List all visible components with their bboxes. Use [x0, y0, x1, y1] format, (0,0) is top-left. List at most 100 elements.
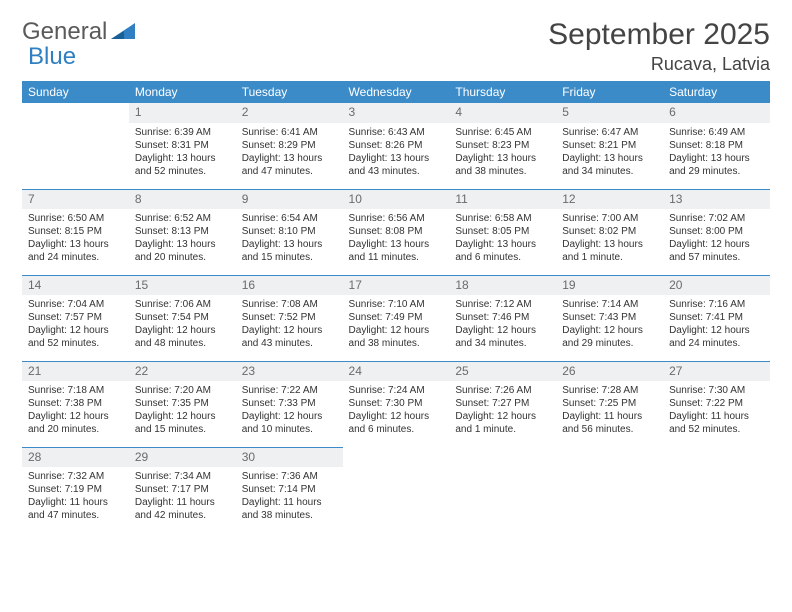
day-number: 19 [556, 276, 663, 296]
weekday-header: Saturday [663, 81, 770, 103]
logo-word1: General [22, 18, 107, 46]
day-info: Sunrise: 7:20 AMSunset: 7:35 PMDaylight:… [135, 384, 230, 436]
day-info: Sunrise: 6:47 AMSunset: 8:21 PMDaylight:… [562, 126, 657, 178]
daylight-text: Daylight: 13 hours and 20 minutes. [135, 238, 230, 264]
calendar-day-cell: 29Sunrise: 7:34 AMSunset: 7:17 PMDayligh… [129, 447, 236, 533]
weekday-header: Monday [129, 81, 236, 103]
day-number: 6 [663, 103, 770, 123]
day-number: 9 [236, 190, 343, 210]
logo: General [22, 18, 137, 46]
day-info: Sunrise: 6:56 AMSunset: 8:08 PMDaylight:… [349, 212, 444, 264]
weekday-header: Sunday [22, 81, 129, 103]
day-info: Sunrise: 6:50 AMSunset: 8:15 PMDaylight:… [28, 212, 123, 264]
daylight-text: Daylight: 12 hours and 38 minutes. [349, 324, 444, 350]
weekday-header: Wednesday [343, 81, 450, 103]
sunset-text: Sunset: 7:14 PM [242, 483, 337, 496]
calendar-day-cell [556, 447, 663, 533]
day-number: 2 [236, 103, 343, 123]
sunset-text: Sunset: 7:25 PM [562, 397, 657, 410]
calendar-day-cell: 4Sunrise: 6:45 AMSunset: 8:23 PMDaylight… [449, 103, 556, 189]
day-info: Sunrise: 7:14 AMSunset: 7:43 PMDaylight:… [562, 298, 657, 350]
day-info: Sunrise: 7:30 AMSunset: 7:22 PMDaylight:… [669, 384, 764, 436]
day-info: Sunrise: 7:24 AMSunset: 7:30 PMDaylight:… [349, 384, 444, 436]
day-info: Sunrise: 7:32 AMSunset: 7:19 PMDaylight:… [28, 470, 123, 522]
daylight-text: Daylight: 12 hours and 6 minutes. [349, 410, 444, 436]
sunset-text: Sunset: 7:46 PM [455, 311, 550, 324]
day-number: 1 [129, 103, 236, 123]
sunset-text: Sunset: 7:33 PM [242, 397, 337, 410]
sunset-text: Sunset: 7:22 PM [669, 397, 764, 410]
calendar-day-cell: 15Sunrise: 7:06 AMSunset: 7:54 PMDayligh… [129, 275, 236, 361]
sunrise-text: Sunrise: 6:52 AM [135, 212, 230, 225]
calendar-day-cell: 1 Sunrise: 6:39 AMSunset: 8:31 PMDaylight… [129, 103, 236, 189]
day-number: 28 [22, 448, 129, 468]
sunset-text: Sunset: 8:05 PM [455, 225, 550, 238]
daylight-text: Daylight: 11 hours and 47 minutes. [28, 496, 123, 522]
calendar-day-cell: 12Sunrise: 7:00 AMSunset: 8:02 PMDayligh… [556, 189, 663, 275]
day-number: 25 [449, 362, 556, 382]
day-number: 12 [556, 190, 663, 210]
day-number: 27 [663, 362, 770, 382]
day-info: Sunrise: 6:49 AMSunset: 8:18 PMDaylight:… [669, 126, 764, 178]
sunrise-text: Sunrise: 6:54 AM [242, 212, 337, 225]
calendar-day-cell: 2 Sunrise: 6:41 AMSunset: 8:29 PMDaylight… [236, 103, 343, 189]
calendar-day-cell: 23Sunrise: 7:22 AMSunset: 7:33 PMDayligh… [236, 361, 343, 447]
sunset-text: Sunset: 7:43 PM [562, 311, 657, 324]
sunrise-text: Sunrise: 6:56 AM [349, 212, 444, 225]
sunset-text: Sunset: 7:54 PM [135, 311, 230, 324]
daylight-text: Daylight: 13 hours and 11 minutes. [349, 238, 444, 264]
calendar-day-cell: 14Sunrise: 7:04 AMSunset: 7:57 PMDayligh… [22, 275, 129, 361]
sunset-text: Sunset: 7:35 PM [135, 397, 230, 410]
day-number: 10 [343, 190, 450, 210]
sunrise-text: Sunrise: 7:30 AM [669, 384, 764, 397]
calendar-day-cell: 10Sunrise: 6:56 AMSunset: 8:08 PMDayligh… [343, 189, 450, 275]
sunset-text: Sunset: 8:18 PM [669, 139, 764, 152]
sunset-text: Sunset: 8:31 PM [135, 139, 230, 152]
day-info: Sunrise: 6:41 AMSunset: 8:29 PMDaylight:… [242, 126, 337, 178]
day-number: 16 [236, 276, 343, 296]
calendar-day-cell: 3 Sunrise: 6:43 AMSunset: 8:26 PMDaylight… [343, 103, 450, 189]
calendar-week-row: 28Sunrise: 7:32 AMSunset: 7:19 PMDayligh… [22, 447, 770, 533]
sunset-text: Sunset: 8:13 PM [135, 225, 230, 238]
logo-wedge-icon [111, 21, 137, 43]
daylight-text: Daylight: 12 hours and 20 minutes. [28, 410, 123, 436]
day-number: 23 [236, 362, 343, 382]
calendar-day-cell: 7Sunrise: 6:50 AMSunset: 8:15 PMDaylight… [22, 189, 129, 275]
sunrise-text: Sunrise: 6:41 AM [242, 126, 337, 139]
day-number: 22 [129, 362, 236, 382]
day-info: Sunrise: 6:58 AMSunset: 8:05 PMDaylight:… [455, 212, 550, 264]
calendar-day-cell: 24Sunrise: 7:24 AMSunset: 7:30 PMDayligh… [343, 361, 450, 447]
day-info: Sunrise: 7:28 AMSunset: 7:25 PMDaylight:… [562, 384, 657, 436]
sunrise-text: Sunrise: 7:32 AM [28, 470, 123, 483]
day-number: 21 [22, 362, 129, 382]
sunrise-text: Sunrise: 7:10 AM [349, 298, 444, 311]
calendar-day-cell: 18Sunrise: 7:12 AMSunset: 7:46 PMDayligh… [449, 275, 556, 361]
sunset-text: Sunset: 8:15 PM [28, 225, 123, 238]
day-number: 7 [22, 190, 129, 210]
sunrise-text: Sunrise: 6:58 AM [455, 212, 550, 225]
daylight-text: Daylight: 12 hours and 1 minute. [455, 410, 550, 436]
day-info: Sunrise: 7:18 AMSunset: 7:38 PMDaylight:… [28, 384, 123, 436]
calendar-day-cell: 17Sunrise: 7:10 AMSunset: 7:49 PMDayligh… [343, 275, 450, 361]
calendar-day-cell: 8Sunrise: 6:52 AMSunset: 8:13 PMDaylight… [129, 189, 236, 275]
daylight-text: Daylight: 12 hours and 34 minutes. [455, 324, 550, 350]
calendar-day-cell: 28Sunrise: 7:32 AMSunset: 7:19 PMDayligh… [22, 447, 129, 533]
sunset-text: Sunset: 7:52 PM [242, 311, 337, 324]
sunrise-text: Sunrise: 7:12 AM [455, 298, 550, 311]
day-info: Sunrise: 6:39 AMSunset: 8:31 PMDaylight:… [135, 126, 230, 178]
month-title: September 2025 [548, 18, 770, 52]
daylight-text: Daylight: 13 hours and 43 minutes. [349, 152, 444, 178]
sunrise-text: Sunrise: 7:22 AM [242, 384, 337, 397]
day-info: Sunrise: 6:45 AMSunset: 8:23 PMDaylight:… [455, 126, 550, 178]
sunrise-text: Sunrise: 7:16 AM [669, 298, 764, 311]
day-info: Sunrise: 6:43 AMSunset: 8:26 PMDaylight:… [349, 126, 444, 178]
calendar-day-cell: 6 Sunrise: 6:49 AMSunset: 8:18 PMDaylight… [663, 103, 770, 189]
sunset-text: Sunset: 7:38 PM [28, 397, 123, 410]
calendar-day-cell [449, 447, 556, 533]
calendar-day-cell: 5Sunrise: 6:47 AMSunset: 8:21 PMDaylight… [556, 103, 663, 189]
daylight-text: Daylight: 13 hours and 24 minutes. [28, 238, 123, 264]
daylight-text: Daylight: 12 hours and 52 minutes. [28, 324, 123, 350]
calendar-day-cell: 9Sunrise: 6:54 AMSunset: 8:10 PMDaylight… [236, 189, 343, 275]
day-number: 3 [343, 103, 450, 123]
day-number: 29 [129, 448, 236, 468]
